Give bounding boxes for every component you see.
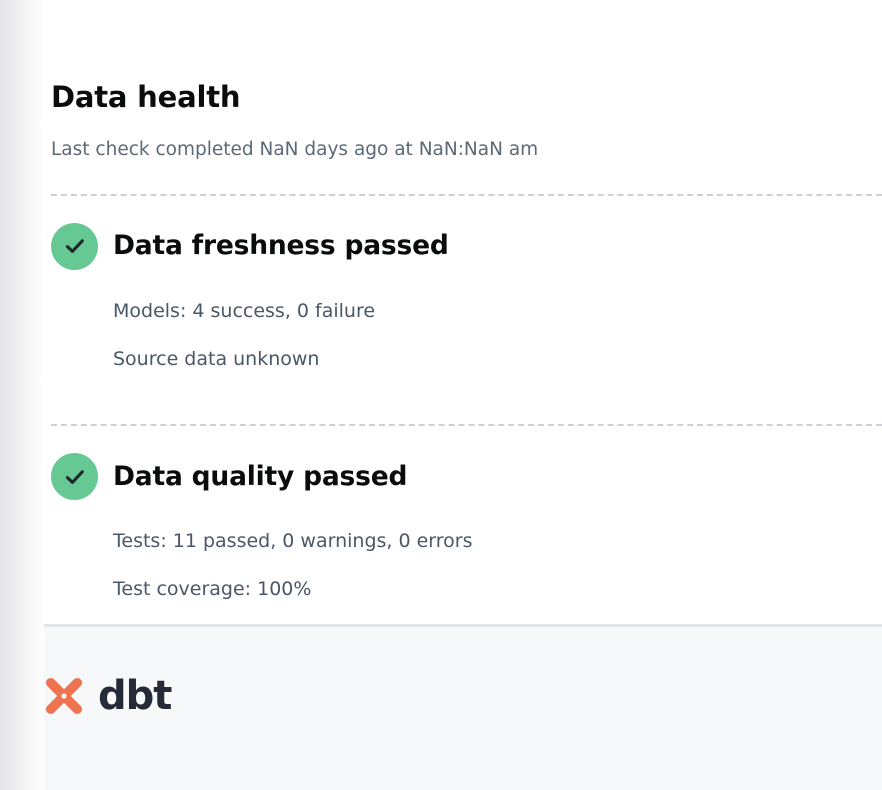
section-title-data-quality: Data quality passed xyxy=(113,460,408,492)
detail-test-coverage: Test coverage: 100% xyxy=(113,578,312,601)
check-circle-icon xyxy=(51,222,98,270)
page-title: Data health xyxy=(51,80,241,114)
footer: dbt xyxy=(0,624,882,790)
section-header-data-freshness: Data freshness passed xyxy=(51,222,882,270)
detail-source-data: Source data unknown xyxy=(113,347,320,370)
detail-list-data-freshness: Models: 4 success, 0 failure Source data… xyxy=(51,270,882,371)
detail-models-counts: Models: 4 success, 0 failure xyxy=(113,299,376,322)
section-header-data-quality: Data quality passed xyxy=(51,453,882,501)
divider-top xyxy=(51,193,882,196)
section-title-data-freshness: Data freshness passed xyxy=(113,230,449,262)
dbt-wordmark: dbt xyxy=(98,673,172,719)
detail-list-data-quality: Tests: 11 passed, 0 warnings, 0 errors T… xyxy=(51,500,882,601)
data-health-body: Data health Last check completed NaN day… xyxy=(51,80,882,601)
last-check-status-text: Last check completed NaN days ago at NaN… xyxy=(51,138,539,160)
section-data-freshness: Data freshness passed Models: 4 success,… xyxy=(51,196,882,371)
dbt-logo-icon xyxy=(40,672,88,720)
divider-middle xyxy=(51,424,882,427)
section-data-quality: Data quality passed Tests: 11 passed, 0 … xyxy=(51,426,882,601)
check-circle-icon xyxy=(51,453,98,501)
detail-tests-counts: Tests: 11 passed, 0 warnings, 0 errors xyxy=(113,530,473,553)
dbt-branding: dbt xyxy=(40,627,882,720)
spacer xyxy=(51,370,882,392)
